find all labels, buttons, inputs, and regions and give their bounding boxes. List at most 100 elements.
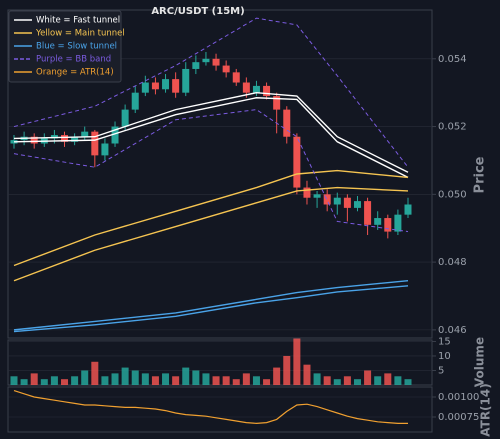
candle-body bbox=[273, 96, 281, 110]
y-tick-label: 0.048 bbox=[438, 257, 467, 268]
candle-body bbox=[343, 197, 351, 208]
volume-bar bbox=[20, 379, 28, 385]
candle-body bbox=[131, 92, 139, 110]
y-tick-label: 10 bbox=[438, 351, 451, 362]
y-tick-label: 15 bbox=[438, 336, 451, 347]
legend-label: Yellow = Main tunnel bbox=[35, 29, 125, 39]
volume-bar bbox=[50, 376, 58, 385]
tunnel-line bbox=[13, 17, 409, 168]
tunnel-line bbox=[13, 186, 409, 282]
volume-bar bbox=[121, 367, 129, 385]
tunnel-line bbox=[13, 97, 409, 179]
volume-bar bbox=[192, 370, 200, 385]
volume-bar bbox=[212, 376, 220, 385]
tunnel-line bbox=[13, 285, 409, 333]
volume-bar bbox=[151, 376, 159, 385]
legend-box bbox=[8, 10, 122, 83]
volume-bar bbox=[232, 379, 240, 385]
candle-body bbox=[81, 131, 89, 137]
volume-bar bbox=[111, 373, 119, 385]
y-tick-label: 0.052 bbox=[438, 122, 467, 133]
volume-bar bbox=[384, 373, 392, 385]
volume-bar bbox=[404, 379, 412, 385]
tunnel-line bbox=[13, 280, 409, 331]
volume-bar bbox=[242, 373, 250, 385]
candle-body bbox=[303, 187, 311, 198]
volume-bar bbox=[394, 376, 402, 385]
candle-body bbox=[91, 131, 99, 156]
volume-bar bbox=[263, 379, 271, 385]
candle-body bbox=[222, 65, 230, 73]
volume-bar bbox=[61, 379, 69, 385]
candle-body bbox=[242, 82, 250, 93]
candle-body bbox=[404, 204, 412, 215]
candle-body bbox=[151, 82, 159, 90]
candle-body bbox=[283, 109, 291, 137]
candle-body bbox=[162, 79, 170, 90]
volume-bar bbox=[364, 370, 372, 385]
candle-body bbox=[333, 197, 341, 205]
candle-body bbox=[353, 201, 361, 208]
volume-bar bbox=[353, 379, 361, 385]
candle-body bbox=[212, 58, 220, 66]
volume-bar bbox=[40, 379, 48, 385]
volume-bar bbox=[101, 376, 109, 385]
legend-label: Purple = BB band bbox=[36, 55, 111, 65]
y-tick-label: 0.00100 bbox=[438, 392, 479, 403]
atr-axis-label: ATR(14) bbox=[479, 383, 493, 436]
volume-panel bbox=[7, 339, 433, 386]
volume-bar bbox=[222, 376, 230, 385]
volume-bar bbox=[71, 376, 79, 385]
tunnel-line bbox=[13, 91, 409, 173]
candle-body bbox=[232, 72, 240, 83]
candle-body bbox=[101, 143, 109, 156]
volume-bar bbox=[141, 373, 149, 385]
candle-body bbox=[50, 135, 58, 139]
volume-bar bbox=[10, 376, 18, 385]
candle-body bbox=[202, 58, 210, 63]
candle-body bbox=[141, 82, 149, 93]
volume-bar bbox=[323, 376, 331, 385]
volume-bar bbox=[30, 373, 38, 385]
candle-body bbox=[374, 218, 382, 225]
candle-body bbox=[252, 85, 260, 93]
volume-bar bbox=[313, 373, 321, 385]
candle-body bbox=[384, 218, 392, 232]
candle-body bbox=[313, 194, 321, 198]
candle-body bbox=[263, 85, 271, 97]
y-axis-label: Price bbox=[473, 156, 488, 193]
candle-body bbox=[61, 135, 69, 142]
candle-body bbox=[30, 136, 38, 144]
volume-axis-label: Volume bbox=[473, 337, 487, 387]
chart-title: ARC/USDT (15M) bbox=[151, 6, 244, 17]
y-tick-label: 0.050 bbox=[438, 189, 467, 200]
atr-panel bbox=[7, 386, 433, 433]
volume-bar bbox=[343, 376, 351, 385]
candle-body bbox=[323, 194, 331, 205]
y-tick-label: 0.054 bbox=[438, 54, 467, 65]
volume-bar bbox=[293, 338, 301, 385]
volume-bar bbox=[252, 376, 260, 385]
tunnel-line bbox=[13, 169, 409, 267]
volume-bar bbox=[202, 373, 210, 385]
candle-body bbox=[182, 68, 190, 93]
volume-bar bbox=[374, 376, 382, 385]
volume-bar bbox=[162, 373, 170, 385]
y-tick-label: 0.046 bbox=[438, 325, 467, 336]
atr-line bbox=[13, 390, 408, 425]
y-tick-label: 5 bbox=[438, 365, 444, 376]
candle-body bbox=[394, 214, 402, 232]
candle-body bbox=[111, 126, 119, 144]
y-tick-label: 0.00075 bbox=[438, 412, 479, 423]
volume-bar bbox=[182, 367, 190, 385]
price-panel bbox=[7, 9, 433, 339]
volume-bar bbox=[283, 355, 291, 385]
tunnel-line bbox=[13, 109, 409, 233]
candle-body bbox=[71, 136, 79, 142]
candle-body bbox=[192, 62, 200, 69]
legend-label: White = Fast tunnel bbox=[36, 16, 120, 26]
volume-bar bbox=[91, 361, 99, 385]
candle-body bbox=[293, 136, 301, 188]
candle-body bbox=[364, 201, 372, 225]
